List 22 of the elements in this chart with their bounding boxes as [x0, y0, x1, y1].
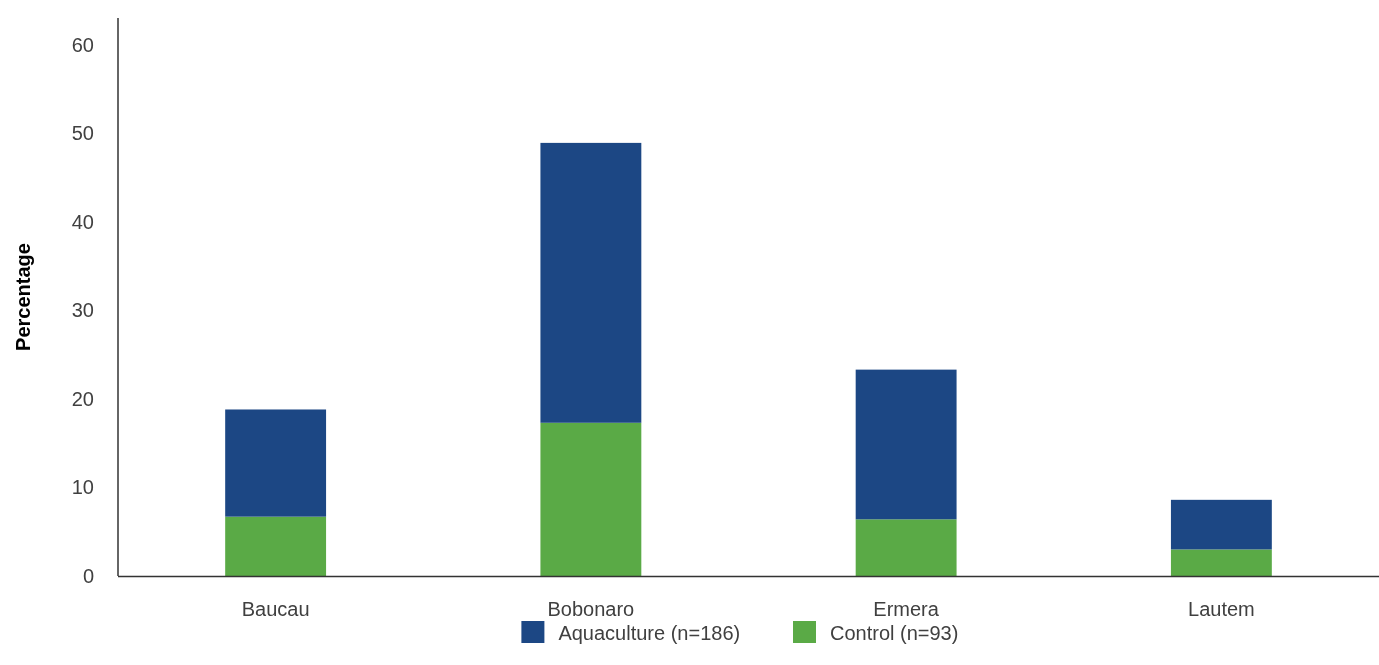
- x-tick-label: Bobonaro: [547, 598, 635, 620]
- y-tick-label: 0: [82, 565, 94, 587]
- bar: [855, 369, 957, 520]
- x-tick-label: Baucau: [241, 598, 310, 620]
- bar: [1170, 499, 1272, 550]
- x-tick-label: Lautem: [1188, 598, 1255, 620]
- bar: [855, 519, 957, 576]
- y-tick-label: 30: [71, 299, 94, 322]
- x-tick-label: Ermera: [873, 598, 940, 620]
- bar: [540, 422, 642, 576]
- bar: [540, 142, 642, 423]
- bar: [1170, 549, 1272, 576]
- bar: [225, 409, 327, 517]
- y-tick-label: 10: [71, 476, 94, 499]
- bar: [225, 516, 327, 576]
- y-tick-label: 40: [71, 210, 94, 233]
- y-axis-title: Percentage: [12, 243, 34, 351]
- legend-label: Aquaculture (n=186): [558, 622, 741, 644]
- legend-label: Control (n=93): [830, 622, 959, 644]
- y-tick-label: 20: [71, 387, 94, 410]
- y-tick-label: 50: [71, 122, 94, 145]
- y-tick-label: 60: [71, 33, 94, 56]
